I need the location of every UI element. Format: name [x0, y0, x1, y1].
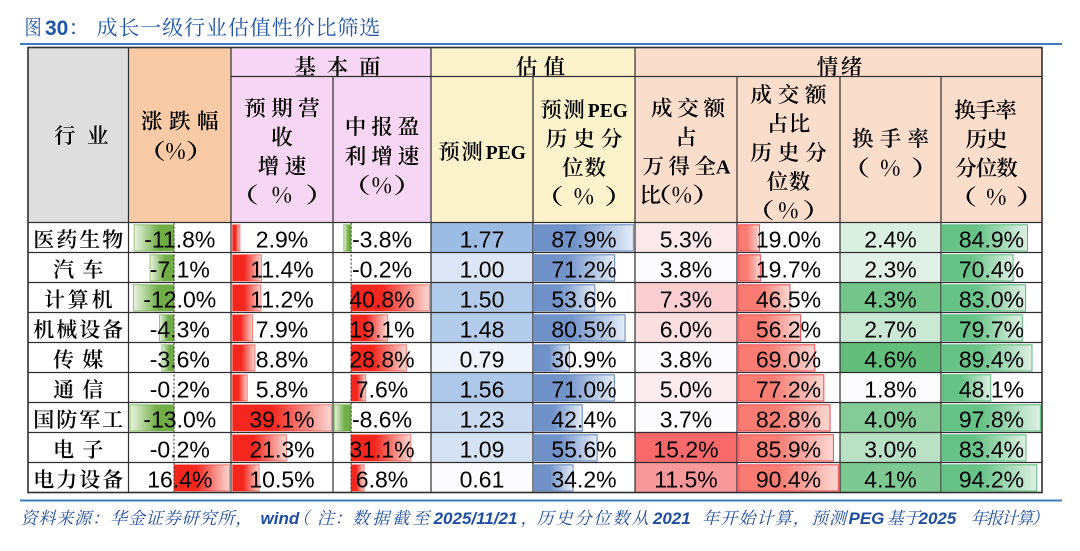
svg-text:2025/11/21: 2025/11/21	[433, 509, 518, 528]
svg-text:10.5%: 10.5%	[249, 466, 314, 492]
svg-text:3.0%: 3.0%	[864, 436, 916, 462]
svg-text:5.8%: 5.8%	[256, 376, 308, 402]
svg-text:-0.2%: -0.2%	[150, 436, 210, 462]
svg-text:8.8%: 8.8%	[256, 346, 308, 372]
svg-text:46.5%: 46.5%	[756, 286, 821, 312]
svg-text:16.4%: 16.4%	[147, 466, 212, 492]
svg-text:-3.8%: -3.8%	[352, 226, 412, 252]
svg-text:5.0%: 5.0%	[660, 376, 712, 402]
svg-text:39.1%: 39.1%	[249, 406, 314, 432]
svg-text:1.09: 1.09	[460, 436, 505, 462]
svg-text:7.9%: 7.9%	[256, 316, 308, 342]
svg-text:11.5%: 11.5%	[654, 466, 718, 492]
svg-text:79.7%: 79.7%	[959, 316, 1024, 342]
svg-text:wind: wind	[261, 509, 300, 528]
svg-text:PEG: PEG	[486, 143, 526, 164]
svg-text:6.8%: 6.8%	[356, 466, 408, 492]
svg-text:-0.2%: -0.2%	[352, 256, 412, 282]
svg-text:3.7%: 3.7%	[660, 406, 712, 432]
svg-text:-4.3%: -4.3%	[150, 316, 210, 342]
svg-text:82.8%: 82.8%	[756, 406, 821, 432]
svg-text:-0.2%: -0.2%	[150, 376, 210, 402]
svg-text:7.6%: 7.6%	[356, 376, 408, 402]
svg-text:15.2%: 15.2%	[653, 436, 718, 462]
svg-text:2.4%: 2.4%	[864, 226, 916, 252]
svg-text:28.8%: 28.8%	[349, 346, 414, 372]
svg-text:30: 30	[45, 17, 68, 40]
svg-text:34.2%: 34.2%	[551, 466, 616, 492]
svg-text:19.1%: 19.1%	[349, 316, 414, 342]
svg-text:1.00: 1.00	[460, 256, 505, 282]
svg-text:97.8%: 97.8%	[959, 406, 1024, 432]
svg-text:53.6%: 53.6%	[551, 286, 616, 312]
svg-text:-7.1%: -7.1%	[150, 256, 210, 282]
svg-text:0.61: 0.61	[460, 466, 505, 492]
svg-text:84.9%: 84.9%	[959, 226, 1024, 252]
svg-text:4.1%: 4.1%	[864, 466, 916, 492]
svg-text:-11.8%: -11.8%	[144, 226, 215, 252]
svg-text:70.4%: 70.4%	[959, 256, 1024, 282]
svg-text:85.9%: 85.9%	[756, 436, 821, 462]
svg-text:40.8%: 40.8%	[349, 286, 414, 312]
svg-text:-8.6%: -8.6%	[352, 406, 412, 432]
svg-text:48.1%: 48.1%	[959, 376, 1024, 402]
svg-text:1.8%: 1.8%	[864, 376, 916, 402]
svg-text:56.2%: 56.2%	[756, 316, 821, 342]
svg-text:83.0%: 83.0%	[959, 286, 1024, 312]
svg-text:PEG: PEG	[849, 509, 885, 528]
svg-text:3.8%: 3.8%	[660, 346, 712, 372]
svg-text:11.4%: 11.4%	[250, 256, 314, 282]
svg-text:2.9%: 2.9%	[256, 226, 308, 252]
svg-text:6.0%: 6.0%	[660, 316, 712, 342]
svg-text:1.48: 1.48	[460, 316, 505, 342]
svg-text:30.9%: 30.9%	[551, 346, 616, 372]
svg-text:80.5%: 80.5%	[551, 316, 616, 342]
svg-text:19.0%: 19.0%	[756, 226, 821, 252]
svg-text:A: A	[716, 157, 731, 179]
svg-text:90.4%: 90.4%	[756, 466, 821, 492]
svg-text:2025: 2025	[918, 509, 957, 528]
svg-text:0.79: 0.79	[460, 346, 505, 372]
svg-text:2.3%: 2.3%	[864, 256, 916, 282]
svg-text:4.6%: 4.6%	[864, 346, 916, 372]
svg-text:1.77: 1.77	[460, 226, 505, 252]
svg-text:-13.0%: -13.0%	[143, 406, 216, 432]
svg-text:4.3%: 4.3%	[864, 286, 916, 312]
svg-text:11.2%: 11.2%	[250, 286, 314, 312]
svg-text:77.2%: 77.2%	[756, 376, 821, 402]
svg-text:87.9%: 87.9%	[551, 226, 616, 252]
svg-text:21.3%: 21.3%	[249, 436, 314, 462]
svg-text:94.2%: 94.2%	[959, 466, 1024, 492]
svg-text:5.3%: 5.3%	[660, 226, 712, 252]
svg-text:1.50: 1.50	[460, 286, 505, 312]
svg-text:31.1%: 31.1%	[349, 436, 414, 462]
svg-text:19.7%: 19.7%	[756, 256, 821, 282]
svg-text:1.56: 1.56	[460, 376, 505, 402]
svg-text:83.4%: 83.4%	[959, 436, 1024, 462]
svg-text:4.0%: 4.0%	[864, 406, 916, 432]
svg-text:42.4%: 42.4%	[551, 406, 616, 432]
svg-text:2021: 2021	[652, 509, 691, 528]
svg-text:PEG: PEG	[588, 101, 628, 122]
svg-text:1.23: 1.23	[460, 406, 505, 432]
svg-text:-12.0%: -12.0%	[143, 286, 216, 312]
svg-text:55.6%: 55.6%	[551, 436, 616, 462]
svg-text:-3.6%: -3.6%	[150, 346, 210, 372]
svg-text:7.3%: 7.3%	[660, 286, 712, 312]
svg-text:71.2%: 71.2%	[551, 256, 616, 282]
svg-text:71.0%: 71.0%	[551, 376, 616, 402]
svg-text:2.7%: 2.7%	[864, 316, 916, 342]
svg-text:89.4%: 89.4%	[959, 346, 1024, 372]
svg-text:3.8%: 3.8%	[660, 256, 712, 282]
svg-text:69.0%: 69.0%	[756, 346, 821, 372]
